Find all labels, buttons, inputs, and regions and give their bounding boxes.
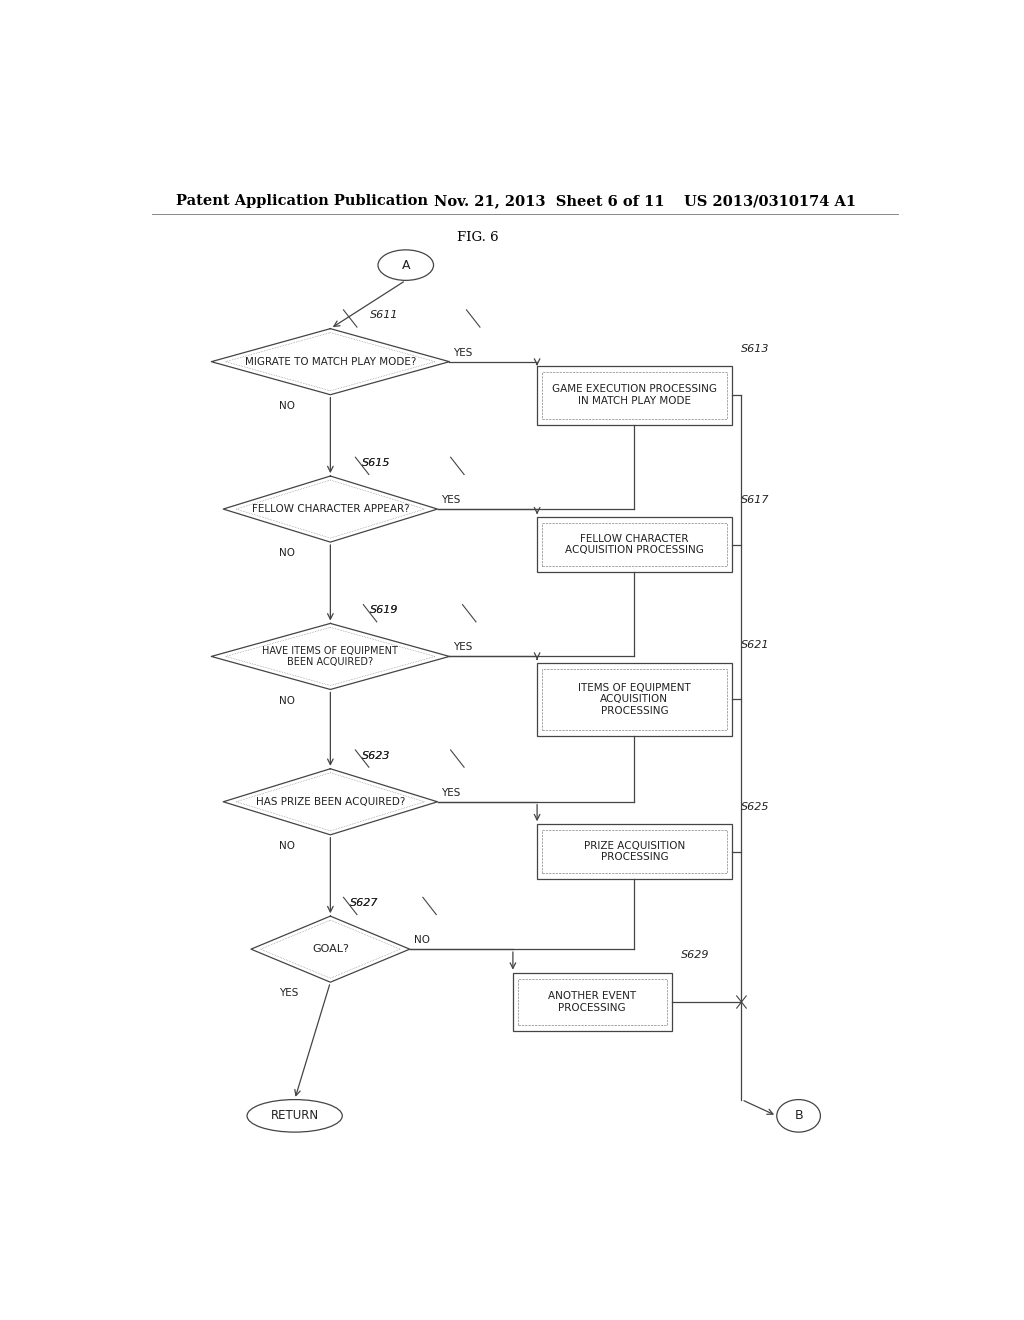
Bar	[542, 523, 727, 566]
Text: Patent Application Publication: Patent Application Publication	[176, 194, 428, 209]
Text: S615: S615	[362, 458, 390, 467]
Bar	[513, 973, 672, 1031]
Text: US 2013/0310174 A1: US 2013/0310174 A1	[684, 194, 856, 209]
Text: FELLOW CHARACTER APPEAR?: FELLOW CHARACTER APPEAR?	[252, 504, 410, 513]
Text: NO: NO	[279, 696, 295, 706]
Text: S625: S625	[741, 803, 770, 812]
Text: HAVE ITEMS OF EQUIPMENT
BEEN ACQUIRED?: HAVE ITEMS OF EQUIPMENT BEEN ACQUIRED?	[262, 645, 398, 667]
Text: A: A	[401, 259, 410, 272]
Bar	[538, 663, 731, 735]
Text: YES: YES	[454, 347, 473, 358]
Bar	[538, 824, 731, 879]
Bar	[542, 372, 727, 418]
Bar	[538, 517, 731, 572]
Text: YES: YES	[441, 788, 461, 797]
Text: NO: NO	[414, 935, 430, 945]
Text: S615: S615	[362, 458, 390, 467]
Text: S629: S629	[681, 950, 710, 961]
Text: S617: S617	[741, 495, 770, 506]
Text: FIG. 6: FIG. 6	[458, 231, 499, 244]
Text: S619: S619	[370, 606, 398, 615]
Bar	[518, 978, 667, 1026]
Text: NO: NO	[279, 841, 295, 851]
Text: ANOTHER EVENT
PROCESSING: ANOTHER EVENT PROCESSING	[548, 991, 636, 1012]
Text: MIGRATE TO MATCH PLAY MODE?: MIGRATE TO MATCH PLAY MODE?	[245, 356, 416, 367]
Text: YES: YES	[441, 495, 461, 506]
Text: YES: YES	[279, 989, 298, 998]
Text: YES: YES	[454, 643, 473, 652]
Text: S627: S627	[350, 898, 379, 908]
Text: S627: S627	[350, 898, 379, 908]
Bar	[542, 669, 727, 730]
Text: RETURN: RETURN	[270, 1109, 318, 1122]
Text: NO: NO	[279, 548, 295, 558]
Text: HAS PRIZE BEEN ACQUIRED?: HAS PRIZE BEEN ACQUIRED?	[256, 797, 406, 807]
Text: S613: S613	[741, 343, 770, 354]
Text: S621: S621	[741, 640, 770, 651]
Bar	[542, 830, 727, 873]
Bar	[538, 366, 731, 425]
Text: NO: NO	[279, 401, 295, 411]
Text: S619: S619	[370, 606, 398, 615]
Text: GOAL?: GOAL?	[312, 944, 349, 954]
Text: PRIZE ACQUISITION
PROCESSING: PRIZE ACQUISITION PROCESSING	[584, 841, 685, 862]
Text: S623: S623	[362, 751, 390, 760]
Text: B: B	[795, 1109, 803, 1122]
Text: S611: S611	[370, 310, 398, 321]
Text: S623: S623	[362, 751, 390, 760]
Text: FELLOW CHARACTER
ACQUISITION PROCESSING: FELLOW CHARACTER ACQUISITION PROCESSING	[565, 533, 703, 556]
Text: ITEMS OF EQUIPMENT
ACQUISITION
PROCESSING: ITEMS OF EQUIPMENT ACQUISITION PROCESSIN…	[578, 682, 691, 715]
Text: Nov. 21, 2013  Sheet 6 of 11: Nov. 21, 2013 Sheet 6 of 11	[433, 194, 665, 209]
Text: GAME EXECUTION PROCESSING
IN MATCH PLAY MODE: GAME EXECUTION PROCESSING IN MATCH PLAY …	[552, 384, 717, 407]
